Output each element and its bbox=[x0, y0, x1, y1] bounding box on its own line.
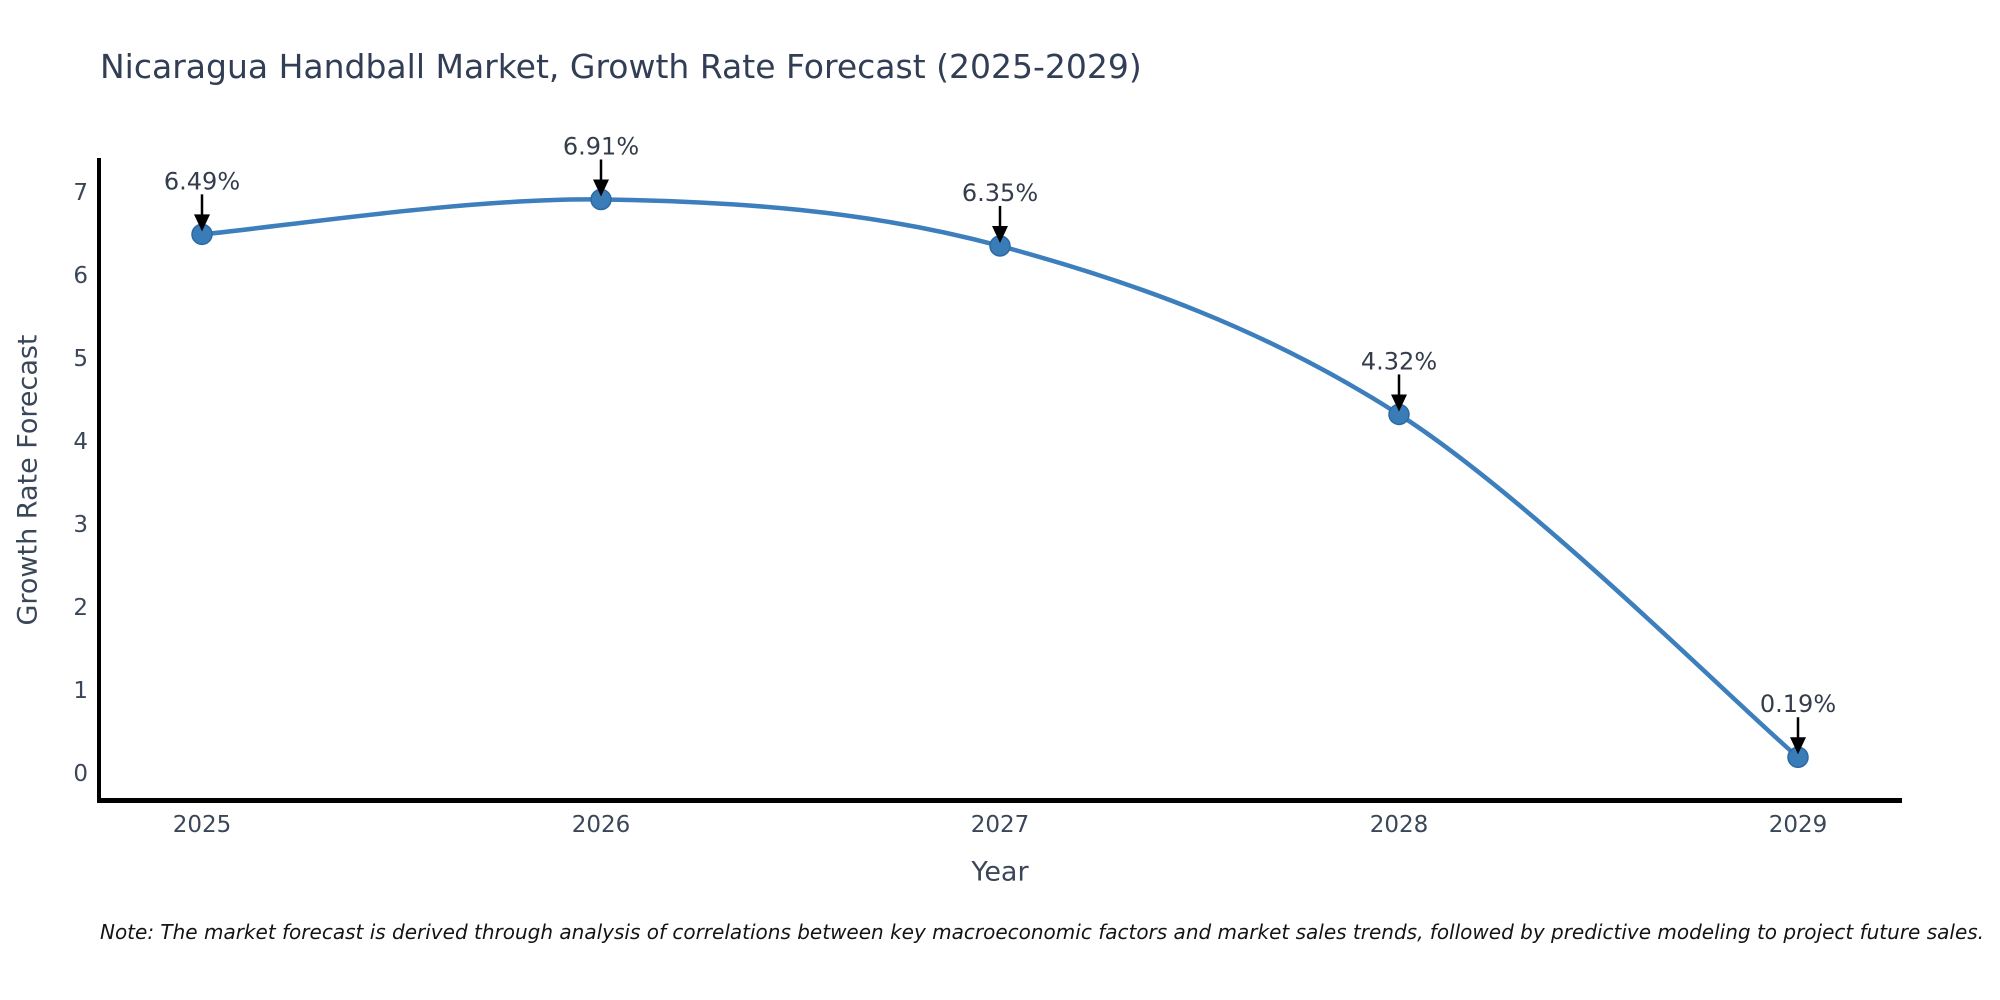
y-tick-label: 5 bbox=[73, 346, 88, 372]
point-value-label: 6.91% bbox=[563, 132, 639, 160]
y-tick-label: 0 bbox=[73, 761, 88, 787]
footnote: Note: The market forecast is derived thr… bbox=[99, 920, 1985, 944]
x-tick-label: 2027 bbox=[971, 812, 1030, 838]
x-tick-label: 2026 bbox=[572, 812, 631, 838]
x-tick-label: 2025 bbox=[173, 812, 232, 838]
point-value-label: 4.32% bbox=[1361, 347, 1437, 375]
y-tick-label: 2 bbox=[73, 595, 88, 621]
x-tick-label: 2029 bbox=[1769, 812, 1828, 838]
annotation-arrow-head bbox=[992, 225, 1008, 243]
annotation-arrow-head bbox=[1391, 394, 1407, 412]
annotation-arrow-head bbox=[593, 179, 609, 197]
annotation-arrow-head bbox=[194, 214, 210, 232]
y-axis-label: Growth Rate Forecast bbox=[12, 334, 44, 626]
y-tick-label: 7 bbox=[73, 180, 88, 206]
x-axis-spine bbox=[97, 798, 1902, 803]
point-value-label: 6.35% bbox=[962, 179, 1038, 207]
forecast-line bbox=[199, 197, 1801, 760]
y-tick-label: 1 bbox=[73, 678, 88, 704]
y-axis-spine bbox=[97, 158, 101, 803]
y-tick-label: 3 bbox=[73, 512, 88, 538]
chart-title: Nicaragua Handball Market, Growth Rate F… bbox=[100, 47, 1142, 86]
x-tick-label: 2028 bbox=[1370, 812, 1429, 838]
point-value-label: 6.49% bbox=[164, 167, 240, 195]
point-value-label: 0.19% bbox=[1760, 690, 1836, 718]
y-tick-label: 4 bbox=[73, 429, 88, 455]
annotation-arrow-head bbox=[1790, 737, 1806, 755]
x-axis-label: Year bbox=[971, 856, 1029, 888]
y-tick-label: 6 bbox=[73, 263, 88, 289]
